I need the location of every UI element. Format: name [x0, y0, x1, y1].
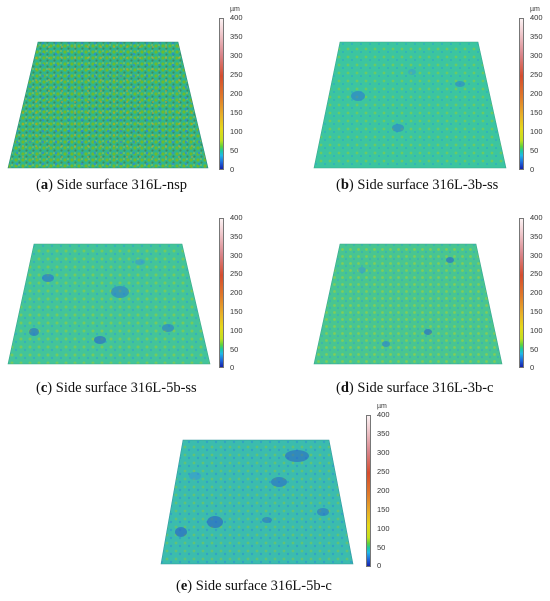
colorbar-tick-d-350: 350: [530, 232, 543, 241]
caption-d: (d) Side surface 316L-3b-c: [336, 380, 494, 396]
caption-e-text: Side surface 316L-5b-c: [195, 578, 332, 594]
colorbar-tick-a-400: 400: [230, 13, 243, 22]
colorbar-tick-a-200: 200: [230, 89, 243, 98]
caption-b-text: Side surface 316L-3b-ss: [357, 177, 499, 193]
colorbar-b: [519, 18, 524, 170]
colorbar-tick-e-100: 100: [377, 524, 390, 533]
colorbar-tick-e-50: 50: [377, 543, 386, 552]
colorbar-tick-a-150: 150: [230, 108, 243, 117]
colorbar-tick-b-300: 300: [530, 51, 543, 60]
colorbar-tick-a-0: 0: [230, 165, 235, 174]
colorbar-tick-e-250: 250: [377, 467, 390, 476]
colorbar-tick-c-350: 350: [230, 232, 243, 241]
colorbar-tick-c-300: 300: [230, 251, 243, 260]
colorbar-tick-d-250: 250: [530, 269, 543, 278]
colorbar-tick-b-400: 400: [530, 13, 543, 22]
colorbar-d: [519, 218, 524, 368]
caption-c-letter: c: [40, 380, 48, 396]
colorbar-tick-a-300: 300: [230, 51, 243, 60]
colorbar-tick-b-200: 200: [530, 89, 543, 98]
caption-b-letter: b: [340, 177, 349, 193]
colorbar-tick-c-0: 0: [230, 363, 235, 372]
colorbar-tick-e-200: 200: [377, 486, 390, 495]
colorbar-tick-d-200: 200: [530, 288, 543, 297]
colorbar-tick-a-350: 350: [230, 32, 243, 41]
colorbar-tick-d-100: 100: [530, 326, 543, 335]
caption-a: (a) Side surface 316L-nsp: [36, 177, 188, 193]
colorbar-tick-b-150: 150: [530, 108, 543, 117]
surface-map-e: [160, 439, 354, 565]
surface-map-b: [313, 41, 507, 169]
surface-map-a: [7, 41, 209, 169]
colorbar-tick-c-200: 200: [230, 288, 243, 297]
colorbar-tick-d-300: 300: [530, 251, 543, 260]
colorbar-tick-b-350: 350: [530, 32, 543, 41]
colorbar-tick-b-250: 250: [530, 70, 543, 79]
colorbar-tick-c-50: 50: [230, 345, 239, 354]
colorbar-unit-e: µm: [377, 403, 387, 410]
caption-a-letter: a: [40, 177, 49, 193]
caption-c-text: Side surface 316L-5b-ss: [55, 380, 197, 396]
colorbar-tick-d-0: 0: [530, 363, 535, 372]
colorbar-tick-e-0: 0: [377, 561, 382, 570]
colorbar-tick-a-100: 100: [230, 127, 243, 136]
colorbar-unit-b: µm: [530, 6, 540, 13]
caption-c: (c) Side surface 316L-5b-ss: [36, 380, 197, 396]
colorbar-tick-e-300: 300: [377, 448, 390, 457]
colorbar-tick-e-350: 350: [377, 429, 390, 438]
colorbar-tick-e-400: 400: [377, 410, 390, 419]
colorbar-tick-a-250: 250: [230, 70, 243, 79]
colorbar-tick-c-400: 400: [230, 213, 243, 222]
caption-b: (b) Side surface 316L-3b-ss: [336, 177, 499, 193]
colorbar-tick-d-50: 50: [530, 345, 539, 354]
colorbar-tick-c-250: 250: [230, 269, 243, 278]
colorbar-a: [219, 18, 224, 170]
colorbar-tick-e-150: 150: [377, 505, 390, 514]
caption-a-text: Side surface 316L-nsp: [56, 177, 188, 193]
colorbar-tick-b-50: 50: [530, 146, 539, 155]
colorbar-tick-b-100: 100: [530, 127, 543, 136]
caption-d-text: Side surface 316L-3b-c: [357, 380, 494, 396]
colorbar-c: [219, 218, 224, 368]
caption-d-letter: d: [340, 380, 349, 396]
colorbar-e: [366, 415, 371, 567]
colorbar-tick-c-150: 150: [230, 307, 243, 316]
caption-e: (e) Side surface 316L-5b-c: [176, 578, 332, 594]
colorbar-tick-d-400: 400: [530, 213, 543, 222]
colorbar-tick-d-150: 150: [530, 307, 543, 316]
colorbar-tick-c-100: 100: [230, 326, 243, 335]
surface-map-d: [313, 243, 503, 365]
caption-e-letter: e: [180, 578, 188, 594]
colorbar-unit-a: µm: [230, 6, 240, 13]
colorbar-tick-a-50: 50: [230, 146, 239, 155]
colorbar-tick-b-0: 0: [530, 165, 535, 174]
surface-map-c: [7, 243, 211, 365]
